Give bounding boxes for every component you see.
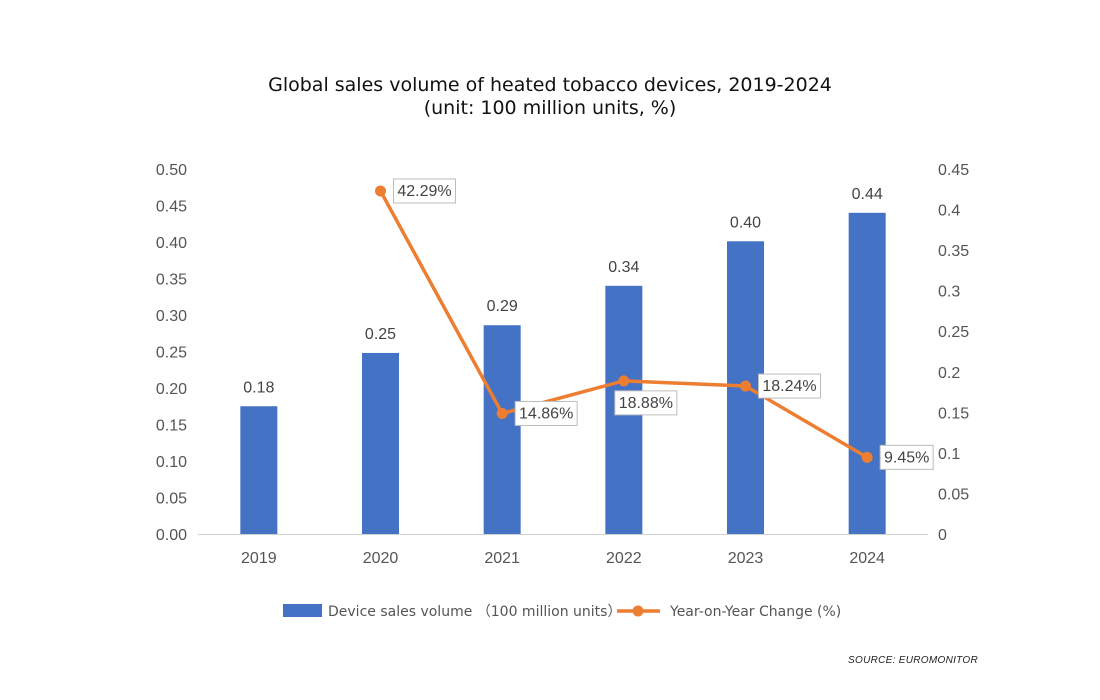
y-left-tick-label: 0.40	[156, 235, 187, 252]
x-tick-label: 2024	[849, 550, 885, 567]
callout-box	[758, 373, 821, 399]
bar-value-label: 0.44	[852, 186, 883, 203]
line-value-callout: 42.29%	[393, 178, 456, 204]
bar	[240, 406, 278, 534]
y-right-tick-label: 0.05	[938, 486, 969, 503]
y-right-tick-label: 0.35	[938, 243, 969, 260]
bar-value-label: 0.40	[730, 214, 761, 231]
y-left-tick-label: 0.30	[156, 308, 187, 325]
y-left-tick-label: 0.35	[156, 272, 187, 289]
bar-value-label: 0.29	[487, 298, 518, 315]
x-tick-label: 2019	[241, 550, 277, 567]
x-tick-label: 2020	[363, 550, 399, 567]
y-left-tick-label: 0.10	[156, 454, 187, 471]
line-value-callout: 14.86%	[514, 400, 578, 426]
legend: Device sales volume （100 million units） Y…	[283, 604, 841, 620]
line-value-callout: 18.88%	[614, 390, 678, 416]
source-note: SOURCE: EUROMONITOR	[848, 655, 978, 666]
bar-value-label: 0.34	[608, 259, 639, 276]
line-value-callout: 9.45%	[879, 444, 934, 470]
y-right-tick-label: 0.3	[938, 284, 960, 301]
legend-bar-swatch	[283, 604, 322, 617]
y-right-tick-label: 0.45	[938, 162, 969, 179]
line-point	[375, 185, 386, 197]
y-right-tick-label: 0.4	[938, 203, 960, 220]
line-point	[740, 380, 751, 392]
x-tick-label: 2022	[606, 550, 642, 567]
data-labels-group: 0.18 0.25 0.29 0.34 0.40 0.44 42.29% 14.86% 18.8…	[243, 178, 934, 470]
y-right-tick-label: 0.1	[938, 446, 960, 463]
axes-group: 0.000.050.100.150.200.250.300.350.400.45…	[156, 162, 969, 567]
line-value-label: 9.45%	[884, 449, 929, 466]
x-tick-label: 2023	[728, 550, 764, 567]
y-left-tick-label: 0.05	[156, 491, 187, 508]
y-right-tick-label: 0	[938, 527, 947, 544]
bars-group	[240, 212, 886, 535]
line-point	[496, 407, 508, 419]
y-left-tick-label: 0.45	[156, 199, 187, 216]
bar	[848, 212, 886, 535]
bar	[483, 325, 521, 534]
y-left-tick-label: 0.15	[156, 418, 187, 435]
bar-value-label: 0.25	[365, 326, 396, 343]
line-value-callout: 18.24%	[758, 373, 821, 399]
y-right-tick-label: 0.25	[938, 324, 969, 341]
bar	[362, 352, 399, 534]
chart-title: Global sales volume of heated tobacco de…	[268, 74, 832, 96]
chart-subtitle: (unit: 100 million units, %)	[423, 97, 677, 119]
line-value-label: 42.29%	[397, 183, 451, 200]
legend-line-label: Year-on-Year Change (%)	[669, 604, 841, 620]
x-tick-label: 2021	[484, 550, 520, 567]
line-value-label: 18.88%	[619, 395, 673, 412]
y-left-tick-label: 0.20	[156, 381, 187, 398]
y-left-tick-label: 0.00	[156, 527, 187, 544]
y-left-tick-label: 0.50	[156, 162, 187, 179]
y-right-tick-label: 0.15	[938, 405, 969, 422]
callout-box	[879, 444, 934, 470]
callout-box	[514, 400, 578, 426]
callout-box	[614, 390, 678, 416]
legend-bar-label: Device sales volume （100 million units）	[328, 604, 621, 620]
line-series-group	[375, 185, 873, 463]
line-point	[861, 451, 873, 463]
y-right-tick-label: 0.2	[938, 365, 960, 382]
line-value-label: 18.24%	[762, 378, 816, 395]
line-point	[618, 375, 630, 387]
callout-box	[393, 178, 456, 204]
legend-line-marker	[632, 605, 644, 617]
line-value-label: 14.86%	[519, 405, 573, 422]
y-left-tick-label: 0.25	[156, 345, 187, 362]
bar-value-label: 0.18	[243, 379, 274, 396]
